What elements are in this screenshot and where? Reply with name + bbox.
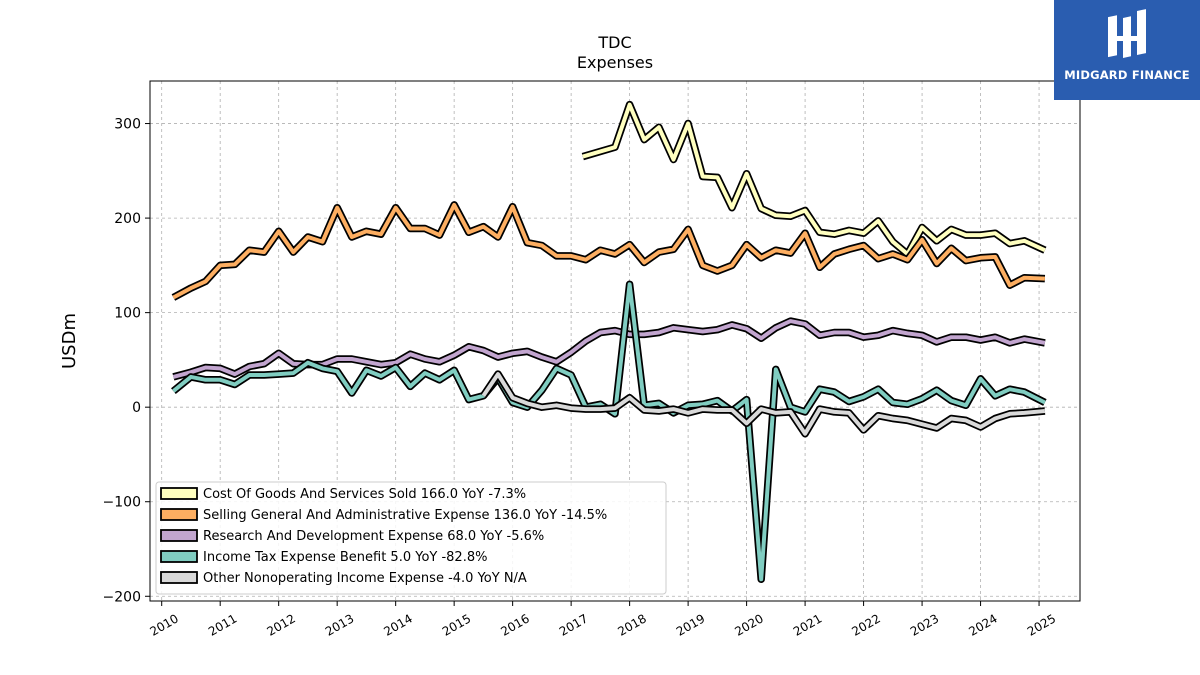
y-tick-label: −200: [103, 589, 141, 605]
y-axis-label: USDm: [59, 313, 80, 369]
legend-swatch: [160, 571, 198, 584]
plot-frame: [149, 80, 1081, 602]
grid-lines: [150, 81, 1080, 601]
legend-entry: Other Nonoperating Income Expense -4.0 Y…: [203, 571, 527, 586]
x-tick-label: 2011: [206, 611, 239, 638]
y-tick-label: 100: [114, 306, 141, 322]
y-tick-label: 200: [114, 211, 141, 227]
legend-swatch: [160, 529, 198, 542]
legend-entry: Research And Development Expense 68.0 Yo…: [203, 529, 544, 544]
legend-entry: Cost Of Goods And Services Sold 166.0 Yo…: [203, 487, 526, 502]
x-tick-label: 2016: [498, 611, 531, 638]
series-lines: [171, 100, 1047, 584]
x-tick-label: 2019: [674, 611, 707, 638]
x-tick-label: 2025: [1025, 611, 1058, 638]
series-outline-1: [581, 100, 1047, 258]
legend-swatch: [160, 487, 198, 500]
legend-entry: Selling General And Administrative Expen…: [203, 508, 607, 523]
x-tick-label: 2013: [323, 611, 356, 638]
x-tick-label: 2010: [147, 611, 180, 638]
brand-logo: MIDGARD FINANCE: [1054, 0, 1200, 100]
series-line-5: [481, 372, 1046, 436]
chart-title: TDC: [597, 33, 631, 52]
legend: Cost Of Goods And Services Sold 166.0 Yo…: [155, 481, 667, 595]
legend-swatch: [160, 508, 198, 521]
x-tick-label: 2017: [557, 611, 590, 638]
x-tick-label: 2023: [908, 611, 941, 638]
x-tick-label: 2014: [381, 611, 414, 638]
chart-subtitle: Expenses: [577, 53, 653, 72]
legend-entry: Income Tax Expense Benefit 5.0 YoY -82.8…: [203, 550, 487, 565]
y-tick-label: 0: [132, 400, 141, 416]
legend-box: [155, 481, 667, 595]
y-axis-ticks: −200 −100 0 100 200 300: [103, 117, 150, 605]
x-tick-label: 2021: [791, 611, 824, 638]
series-line-1: [582, 102, 1046, 256]
series-line-2: [172, 202, 1045, 300]
x-axis-ticks: 2010 2011 2012 2013 2014 2015 2016 2017 2018 2019…: [147, 601, 1058, 639]
brand-mark-icon: [1108, 9, 1146, 58]
x-tick-label: 2020: [732, 611, 765, 638]
y-tick-label: 300: [114, 117, 141, 133]
y-tick-label: −100: [103, 495, 141, 511]
x-tick-label: 2015: [440, 611, 473, 638]
brand-name: MIDGARD FINANCE: [1064, 68, 1190, 82]
x-tick-label: 2024: [966, 611, 999, 638]
x-tick-label: 2022: [849, 611, 882, 638]
legend-swatch: [160, 550, 198, 563]
x-tick-label: 2012: [264, 611, 297, 638]
x-tick-label: 2018: [615, 611, 648, 638]
